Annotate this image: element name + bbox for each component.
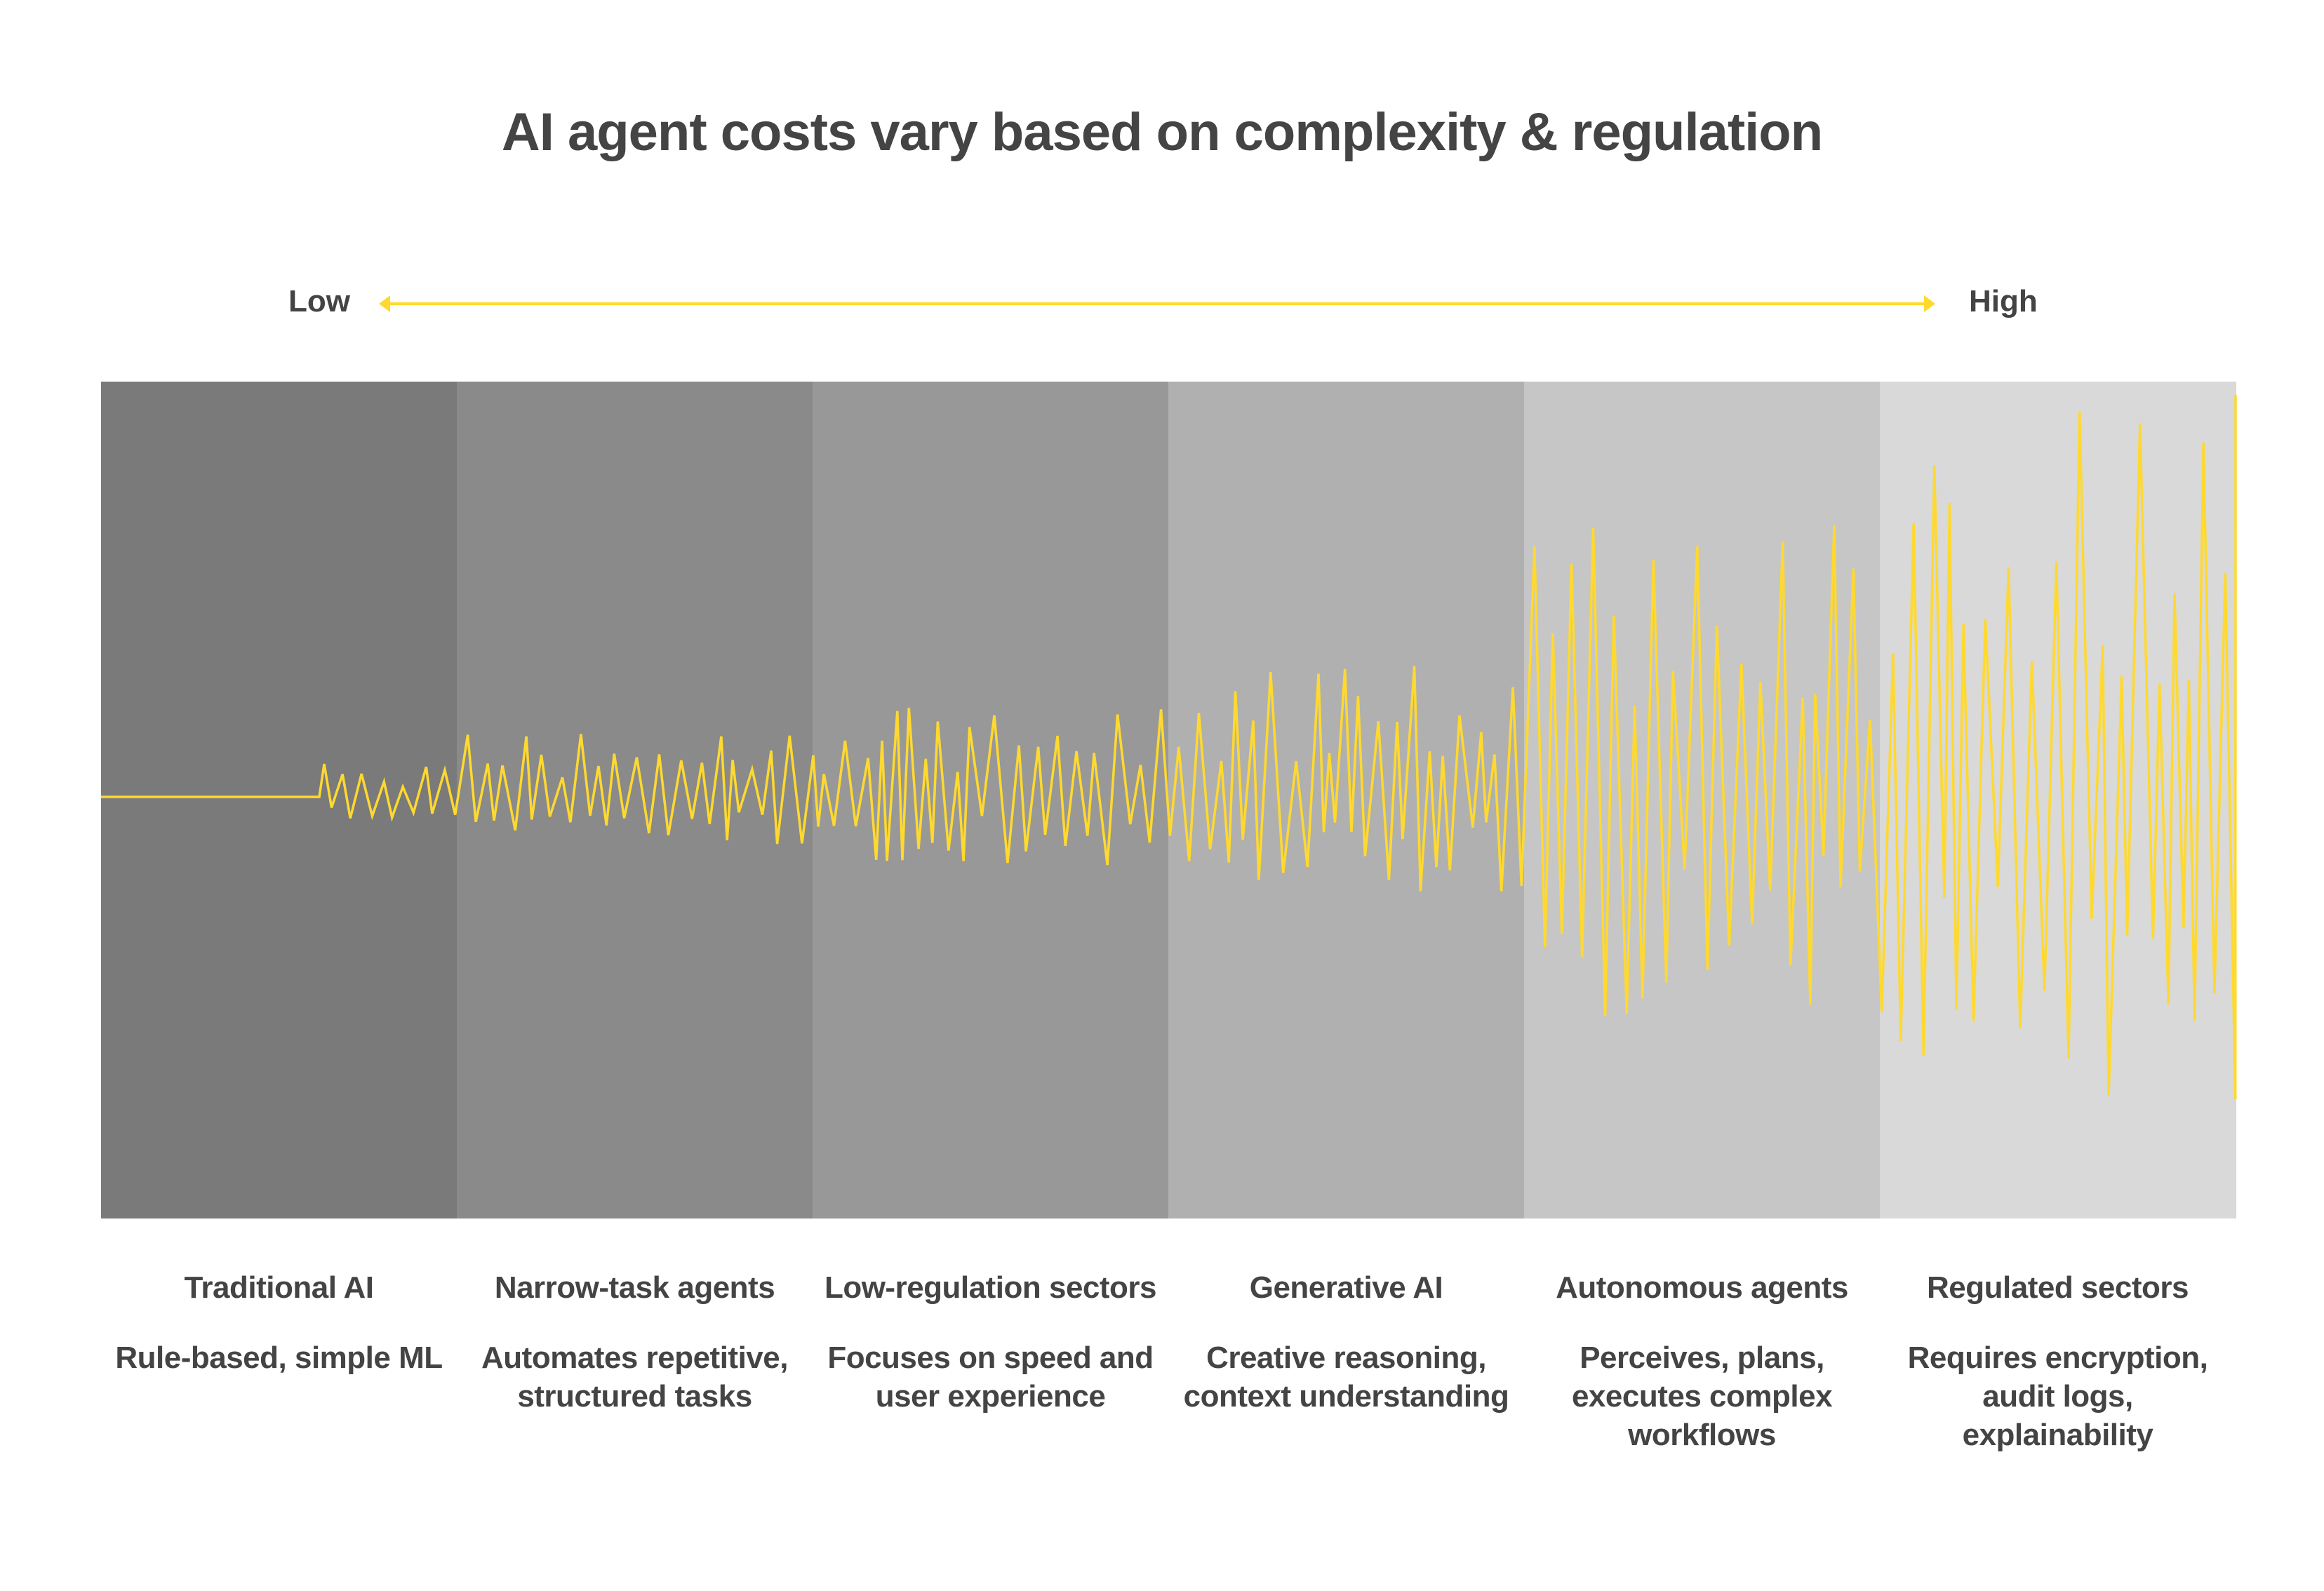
segment-heading: Autonomous agents [1556,1270,1848,1305]
band-1 [101,382,458,1219]
segment-6: Regulated sectors Requires encryption, au… [1890,1268,2226,1454]
segment-description: Automates repetitive, structured tasks [481,1341,788,1414]
page-title: AI agent costs vary based on complexity … [501,102,1823,162]
segment-description: Creative reasoning, context understandin… [1183,1341,1509,1414]
segment-heading: Regulated sectors [1927,1270,2189,1305]
segment-description: Perceives, plans, executes complex workf… [1571,1341,1833,1452]
segment-heading: Narrow-task agents [494,1270,775,1305]
low-label: Low [288,284,350,318]
band-3 [813,382,1169,1219]
segment-heading: Traditional AI [184,1270,374,1305]
segment-4: Generative AI Creative reasoning, context… [1178,1268,1515,1416]
segment-heading: Low-regulation sectors [824,1270,1157,1305]
segment-5: Autonomous agents Perceives, plans, execu… [1534,1268,1871,1454]
arrow-left-icon [379,295,390,312]
arrow-right-icon [1924,295,1935,312]
segment-description: Focuses on speed and user experience [827,1341,1154,1414]
cost-waveform [101,394,2237,1100]
band-4 [1168,382,1525,1219]
segment-2: Narrow-task agents Automates repetitive, … [467,1268,803,1416]
band-6 [1880,382,2236,1219]
segment-heading: Generative AI [1249,1270,1443,1305]
segment-description: Rule-based, simple ML [115,1341,443,1375]
band-2 [457,382,813,1219]
segment-description: Requires encryption, audit logs, explain… [1907,1341,2208,1452]
high-label: High [1969,284,2038,318]
segment-1: Traditional AI Rule-based, simple ML [111,1268,448,1377]
segment-3: Low-regulation sectors Focuses on speed a… [822,1268,1159,1416]
